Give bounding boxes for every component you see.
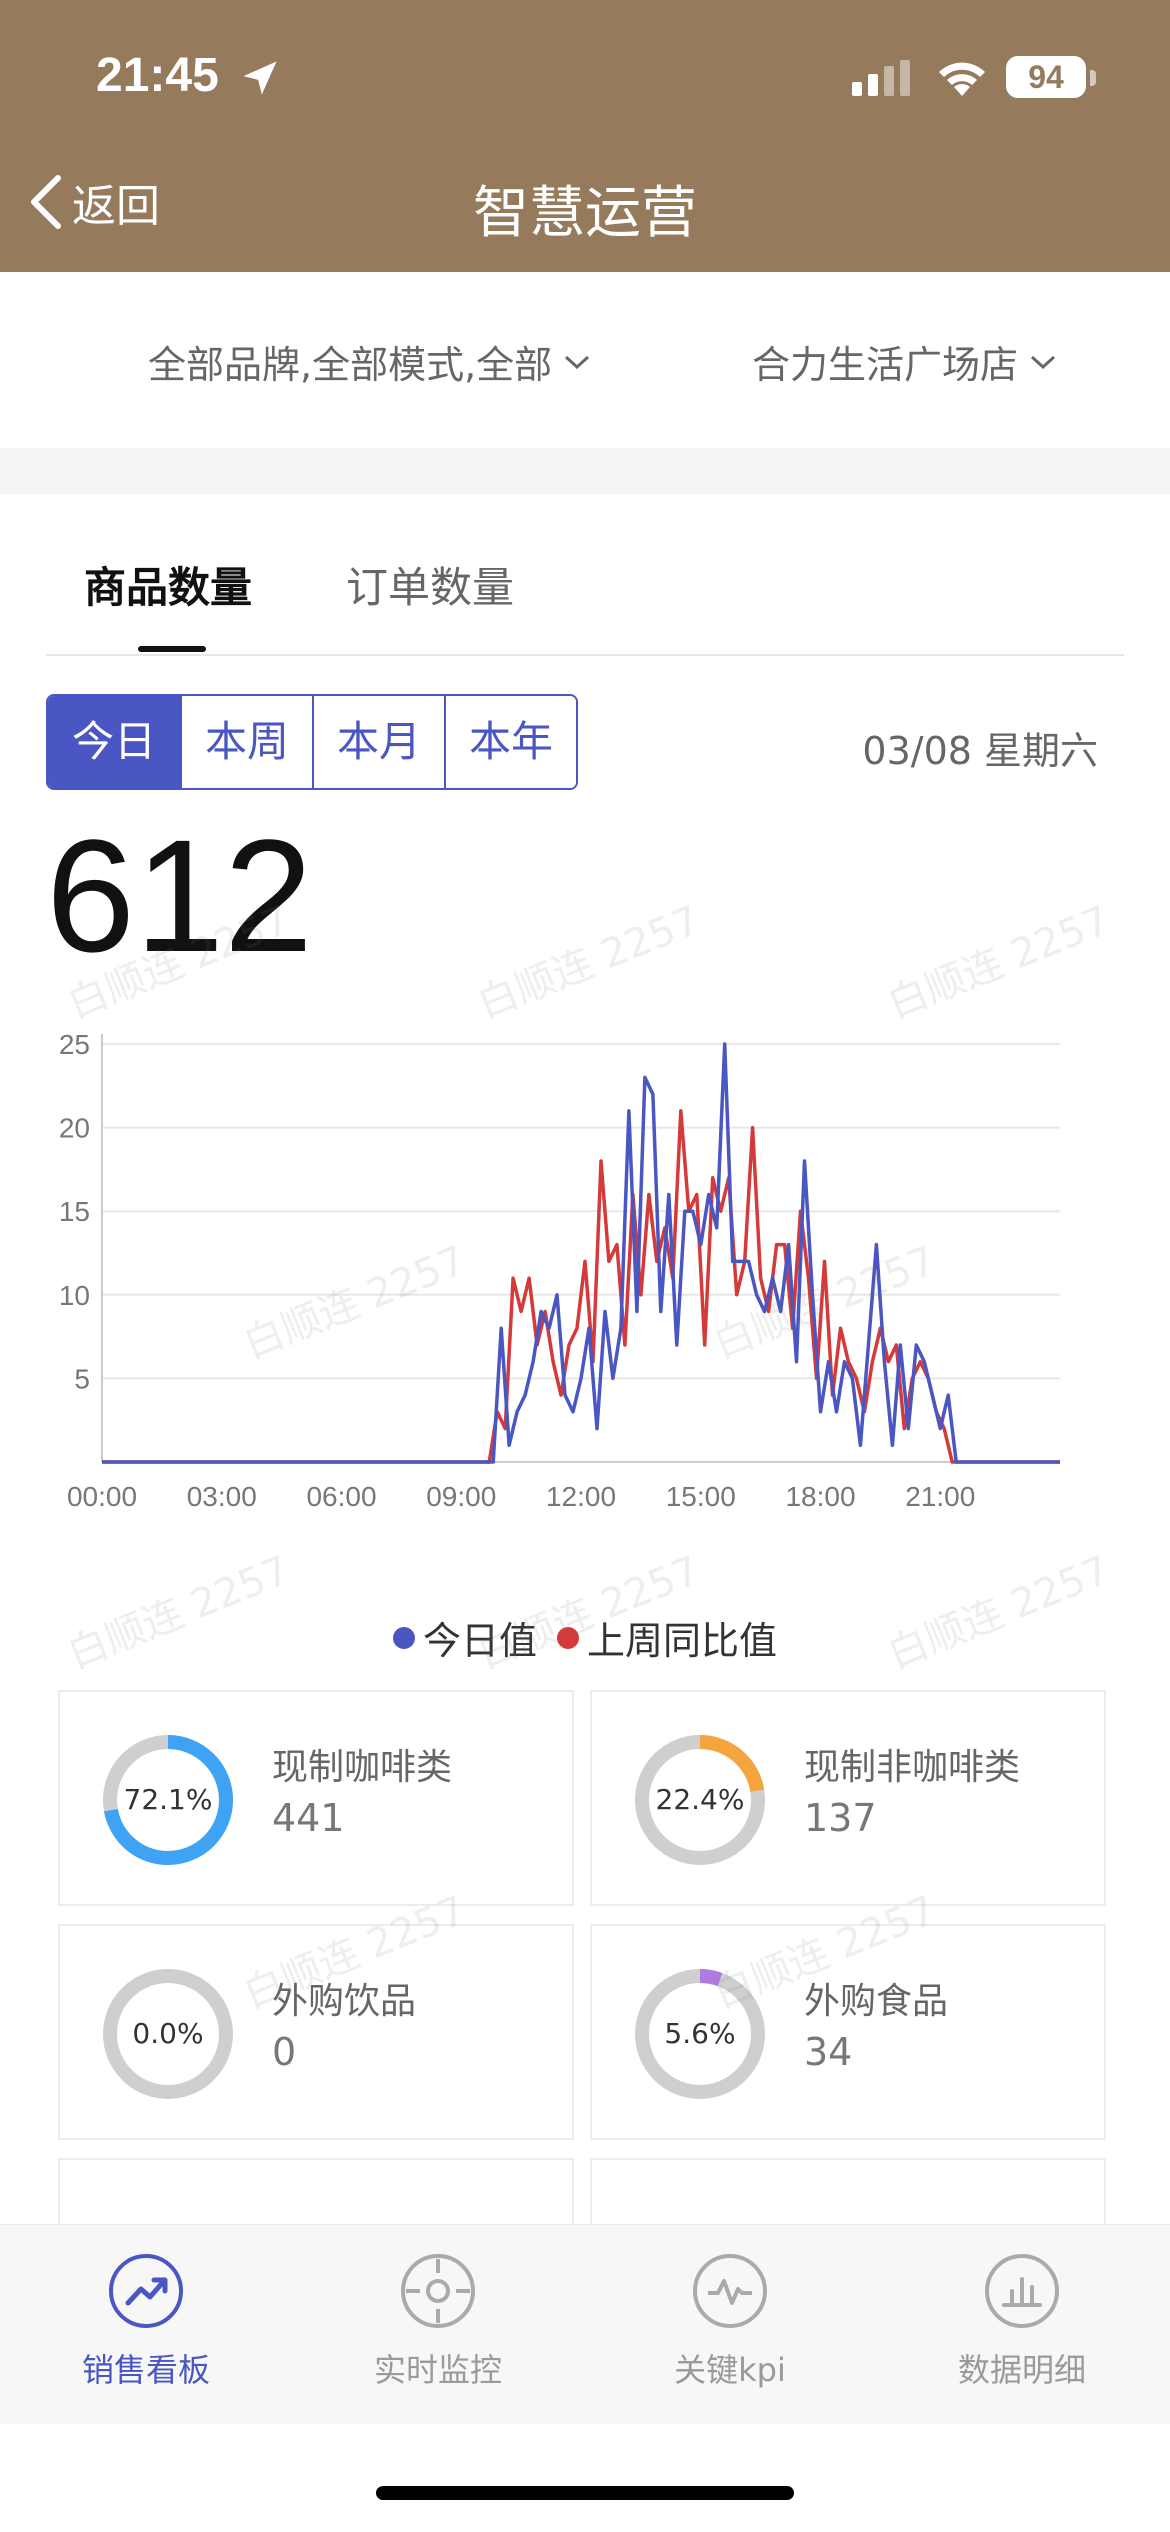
x-tick-label: 03:00	[187, 1481, 257, 1512]
pulse-icon	[693, 2254, 767, 2328]
donut-track	[103, 1969, 233, 2099]
x-tick-label: 18:00	[785, 1481, 855, 1512]
current-date: 03/08 星期六	[862, 729, 1098, 773]
cellular-signal-icon	[852, 60, 910, 96]
category-value: 34	[804, 2030, 853, 2074]
chart-svg: 5 10 15 20 25 00:00 03:00 06:00 09:00 12:00 15:00 1…	[59, 1029, 1060, 1512]
donut-arc	[635, 1735, 765, 1865]
status-time: 21:45	[96, 49, 219, 102]
tab-label: 数据明细	[957, 2351, 1086, 2389]
home-indicator-area	[0, 2424, 1170, 2532]
bar-chart-icon	[985, 2254, 1059, 2328]
battery-tip	[1090, 70, 1096, 86]
tab-sales-dashboard[interactable]: 销售看板	[36, 2251, 256, 2391]
tab-realtime-monitor[interactable]: 实时监控	[328, 2251, 548, 2391]
category-percent: 72.1%	[123, 1783, 213, 1816]
brand-filter-label: 全部品牌,全部模式,全部	[148, 343, 553, 387]
x-tick-label: 21:00	[905, 1481, 975, 1512]
page-title: 智慧运营	[473, 181, 697, 246]
tab-label: 关键kpi	[674, 2351, 786, 2389]
y-tick-label: 25	[59, 1029, 90, 1060]
tab-order-count[interactable]: 订单数量	[346, 563, 515, 612]
period-today-button[interactable]: 今日	[48, 696, 180, 788]
filter-bar: 全部品牌,全部模式,全部 合力生活广场店	[0, 272, 1170, 448]
navigation-bar: 返回 智慧运营	[0, 150, 1170, 272]
category-value: 137	[804, 1796, 877, 1840]
legend-today-label: 今日值	[422, 1619, 537, 1663]
period-week-button[interactable]: 本周	[180, 696, 312, 788]
category-name: 现制咖啡类	[272, 1747, 453, 1788]
series-line-today	[102, 1042, 1060, 1464]
active-tab-indicator	[138, 646, 206, 652]
status-bar: 21:45 94	[0, 0, 1170, 150]
category-name: 外购饮品	[272, 1981, 417, 2022]
battery-indicator: 94	[1006, 56, 1086, 98]
category-value: 441	[272, 1796, 345, 1840]
bottom-tab-bar: 销售看板 实时监控 关键kpi 数据明细	[0, 2224, 1170, 2424]
category-card[interactable]: 0.0% 外购饮品 0	[58, 1924, 574, 2140]
category-name: 现制非咖啡类	[804, 1747, 1021, 1788]
back-button[interactable]: 返回	[28, 170, 160, 234]
sales-card: 商品数量 订单数量 今日 本周 本月 本年 03/08 星期六 612 5 10 1…	[0, 494, 1170, 2374]
location-arrow-icon	[243, 61, 277, 95]
category-percent: 0.0%	[132, 2017, 204, 2050]
back-label: 返回	[72, 181, 160, 232]
section-divider	[0, 448, 1170, 494]
category-card[interactable]: 22.4% 现制非咖啡类 137	[590, 1690, 1106, 1906]
x-tick-label: 12:00	[546, 1481, 616, 1512]
home-indicator	[376, 2486, 794, 2500]
y-tick-label: 5	[74, 1363, 90, 1394]
tab-label: 销售看板	[81, 2351, 210, 2389]
chevron-down-icon	[565, 355, 590, 369]
tab-key-kpi[interactable]: 关键kpi	[620, 2251, 840, 2391]
period-month-button[interactable]: 本月	[312, 696, 444, 788]
hourly-line-chart: 5 10 15 20 25 00:00 03:00 06:00 09:00 12:00 15:00 1…	[40, 1014, 1080, 1574]
tab-data-detail[interactable]: 数据明细	[912, 2251, 1132, 2391]
chart-legend: 今日值 上周同比值	[0, 1610, 1170, 1665]
period-selector: 今日 本周 本月 本年	[46, 694, 578, 790]
trend-up-icon	[109, 2254, 183, 2328]
x-tick-label: 09:00	[426, 1481, 496, 1512]
series-line-last-week	[102, 1109, 1060, 1464]
brand-filter-dropdown[interactable]: 全部品牌,全部模式,全部	[148, 334, 592, 389]
legend-today: 今日值	[392, 1610, 537, 1665]
total-count: 612	[46, 806, 313, 985]
category-percent: 22.4%	[655, 1783, 745, 1816]
chevron-down-icon	[1031, 355, 1056, 369]
category-percent: 5.6%	[664, 2017, 736, 2050]
store-filter-dropdown[interactable]: 合力生活广场店	[752, 334, 1058, 389]
donut-arc	[103, 1735, 233, 1865]
x-tick-label: 15:00	[666, 1481, 736, 1512]
category-donut	[635, 1735, 765, 1865]
tab-product-count[interactable]: 商品数量	[84, 563, 253, 612]
legend-last-week-dot	[557, 1626, 580, 1649]
x-tick-label: 00:00	[67, 1481, 137, 1512]
category-donut	[103, 1735, 233, 1865]
x-tick-label: 06:00	[306, 1481, 376, 1512]
category-donut	[635, 1969, 765, 2099]
chevron-left-icon	[31, 175, 61, 229]
category-card[interactable]: 72.1% 现制咖啡类 441	[58, 1690, 574, 1906]
category-donut	[103, 1969, 233, 2099]
category-name: 外购食品	[804, 1981, 949, 2022]
metric-tabs: 商品数量 订单数量	[46, 554, 1124, 656]
header: 21:45 94 返回 智慧运营	[0, 0, 1170, 272]
y-tick-label: 10	[59, 1280, 90, 1311]
legend-last-week: 上周同比值	[557, 1610, 777, 1665]
donut-arc	[635, 1969, 765, 2099]
y-tick-label: 20	[59, 1113, 90, 1144]
wifi-icon	[939, 62, 985, 96]
legend-today-dot	[392, 1626, 415, 1649]
tab-label: 实时监控	[373, 2351, 502, 2389]
legend-last-week-label: 上周同比值	[587, 1619, 778, 1663]
crosshair-icon	[401, 2254, 475, 2328]
y-tick-label: 15	[59, 1196, 90, 1227]
store-filter-label: 合力生活广场店	[752, 343, 1019, 387]
period-year-button[interactable]: 本年	[444, 696, 576, 788]
category-card[interactable]: 5.6% 外购食品 34	[590, 1924, 1106, 2140]
category-value: 0	[272, 2030, 297, 2074]
